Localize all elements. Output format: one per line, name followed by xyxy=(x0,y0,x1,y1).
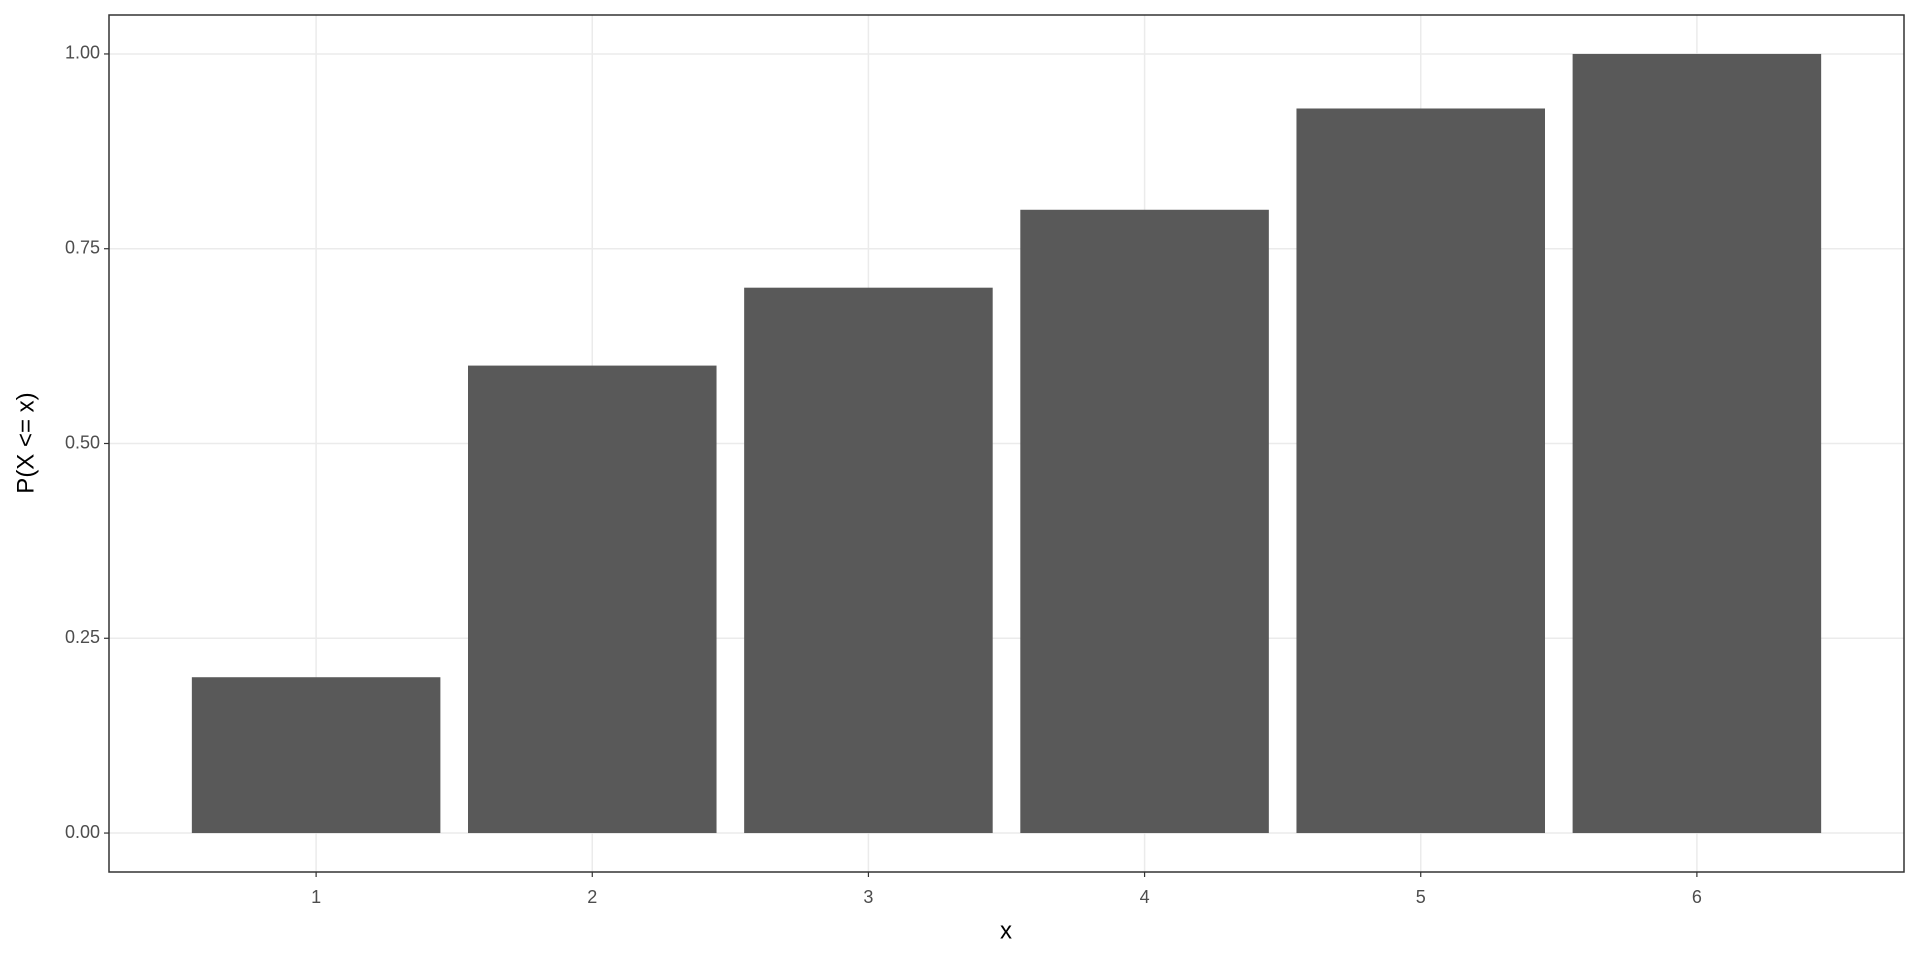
bar xyxy=(744,287,993,834)
y-tick-label: 0.50 xyxy=(65,432,100,452)
y-tick-label: 0.25 xyxy=(65,627,100,647)
bar xyxy=(1020,209,1269,834)
x-tick-label: 2 xyxy=(587,887,597,907)
x-tick-label: 1 xyxy=(311,887,321,907)
bar xyxy=(1296,108,1545,834)
y-tick-label: 1.00 xyxy=(65,43,100,63)
y-tick-label: 0.75 xyxy=(65,237,100,257)
y-axis-title: P(X <= x) xyxy=(12,392,39,493)
x-tick-label: 5 xyxy=(1416,887,1426,907)
y-tick-label: 0.00 xyxy=(65,822,100,842)
bar xyxy=(191,677,441,834)
panel-border xyxy=(108,14,1905,873)
x-tick-label: 4 xyxy=(1140,887,1150,907)
bar xyxy=(468,365,717,834)
x-tick-label: 6 xyxy=(1692,887,1702,907)
bar xyxy=(1572,53,1822,834)
x-axis-title: x xyxy=(1000,917,1012,944)
x-tick-label: 3 xyxy=(863,887,873,907)
